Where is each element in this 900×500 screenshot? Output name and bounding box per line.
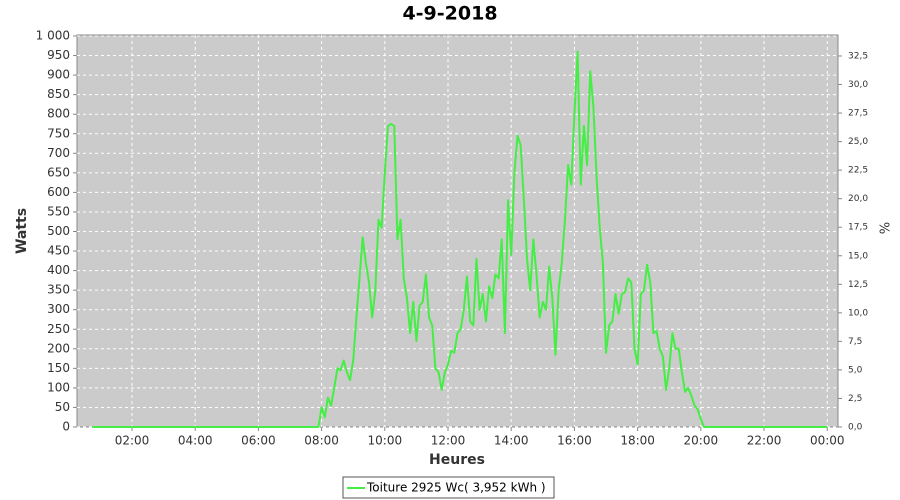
x-tick-label: 16:00: [557, 434, 592, 448]
legend: [342, 476, 555, 499]
x-tick-label: 18:00: [620, 434, 655, 448]
y2-tick-label: 10,0: [848, 308, 868, 318]
y2-tick-label: 5,0: [848, 365, 863, 375]
y-tick-label: 450: [47, 244, 70, 258]
y-tick-label: 950: [47, 48, 70, 62]
y-tick-label: 550: [47, 204, 70, 218]
y2-axis-label: %: [876, 222, 891, 234]
y2-tick-label: 30,0: [848, 80, 868, 90]
y2-tick-label: 32,5: [848, 51, 868, 61]
x-tick-label: 02:00: [115, 434, 150, 448]
y2-tick-label: 20,0: [848, 194, 868, 204]
y-tick-label: 500: [47, 224, 70, 238]
y2-tick-label: 27,5: [848, 109, 868, 119]
x-axis-label: Heures: [429, 452, 485, 468]
y-tick-label: 100: [47, 380, 70, 394]
y-tick-label: 200: [47, 341, 70, 355]
y-tick-label: 400: [47, 263, 70, 277]
y-tick-label: 800: [47, 107, 70, 121]
x-tick-label: 00:00: [810, 434, 845, 448]
x-tick-label: 10:00: [368, 434, 403, 448]
series-line: [92, 50, 828, 428]
y2-tick-label: 12,5: [848, 280, 868, 290]
y2-tick-label: 15,0: [848, 251, 868, 261]
y-axis-label: Watts: [14, 208, 30, 254]
y-tick-label: 1 000: [36, 29, 70, 43]
x-tick-label: 22:00: [747, 434, 782, 448]
y2-tick-label: 0,0: [848, 423, 863, 433]
chart-title: 4-9-2018: [402, 3, 497, 25]
x-tick-label: 08:00: [304, 434, 339, 448]
legend-label: Toiture 2925 Wc( 3,952 kWh ): [366, 481, 546, 495]
y-tick-label: 850: [47, 87, 70, 101]
x-tick-label: 14:00: [494, 434, 529, 448]
y-tick-label: 900: [47, 68, 70, 82]
y-tick-label: 700: [47, 146, 70, 160]
y-tick-label: 0: [62, 420, 70, 434]
y2-tick-label: 25,0: [848, 137, 868, 147]
x-tick-label: 20:00: [684, 434, 719, 448]
y-tick-label: 150: [47, 361, 70, 375]
x-tick-label: 04:00: [178, 434, 213, 448]
x-tick-label: 06:00: [241, 434, 276, 448]
y-tick-label: 350: [47, 283, 70, 297]
y2-tick-label: 2,5: [848, 394, 862, 404]
y2-tick-label: 17,5: [848, 223, 868, 233]
y2-tick-label: 22,5: [848, 166, 868, 176]
y2-tick-label: 7,5: [848, 337, 862, 347]
y-tick-label: 600: [47, 185, 70, 199]
y-tick-label: 750: [47, 126, 70, 140]
y-tick-label: 50: [55, 400, 70, 414]
x-tick-label: 12:00: [431, 434, 466, 448]
y-tick-label: 250: [47, 322, 70, 336]
y-tick-label: 650: [47, 165, 70, 179]
y-tick-label: 300: [47, 302, 70, 316]
